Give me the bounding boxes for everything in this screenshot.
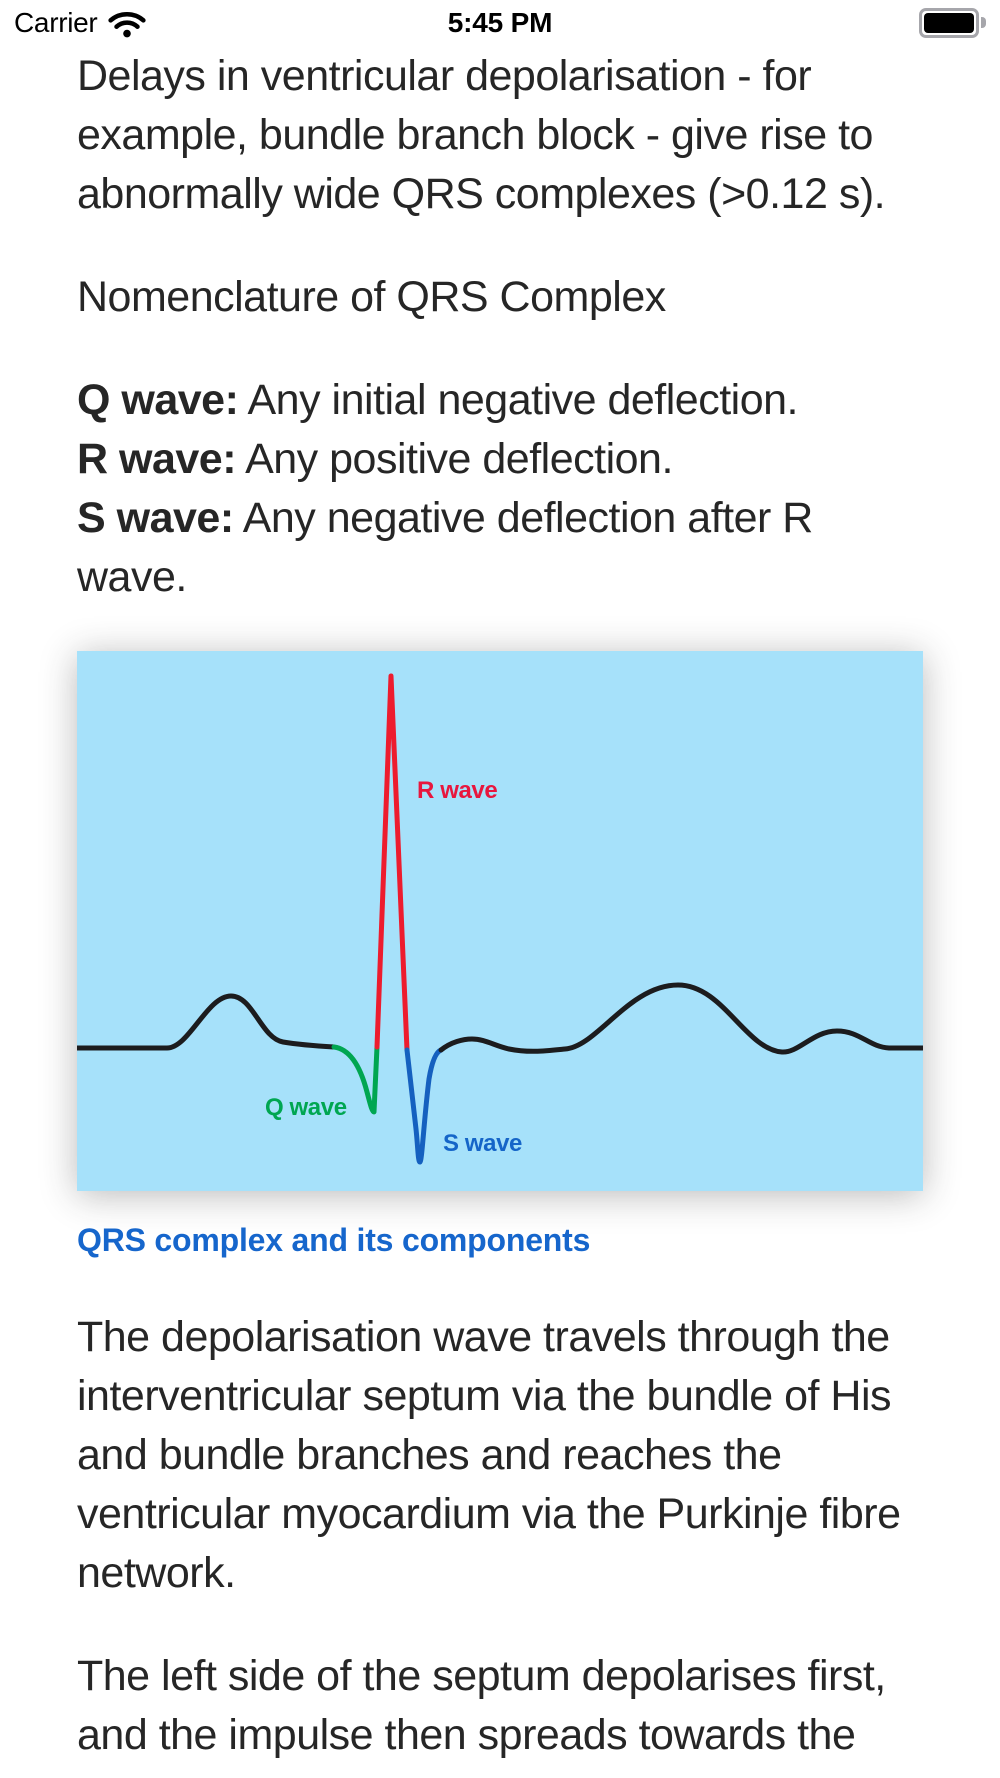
status-bar-left: Carrier: [14, 6, 147, 39]
ecg-trace-s-wave: [404, 1047, 444, 1165]
wifi-icon: [108, 11, 147, 38]
battery-fill: [924, 12, 974, 33]
definition-q-wave-text: Any initial negative deflection.: [238, 376, 798, 424]
definition-s-wave: S wave: Any negative deflection after R …: [77, 489, 915, 607]
status-bar: Carrier 5:45 PM: [0, 0, 1000, 45]
status-bar-right: [919, 7, 986, 38]
definition-r-wave: R wave: Any positive deflection.: [77, 430, 915, 489]
article-content: Delays in ventricular depolarisation - f…: [0, 47, 1000, 1765]
battery-body: [919, 7, 979, 38]
definition-s-wave-term: S wave:: [77, 494, 234, 542]
paragraph-qrs-delays: Delays in ventricular depolarisation - f…: [77, 52, 886, 218]
ecg-trace-t-wave: [438, 982, 923, 1055]
ecg-trace-q-wave: [331, 1044, 380, 1115]
q-wave-label: Q wave: [265, 1094, 347, 1121]
nomenclature-heading: Nomenclature of QRS Complex: [77, 273, 666, 321]
r-wave-label: R wave: [417, 777, 497, 804]
paragraph-septum: The left side of the septum depolarises …: [77, 1652, 886, 1759]
battery-icon: [919, 7, 986, 38]
paragraph-depolarisation-wave: The depolarisation wave travels through …: [77, 1313, 901, 1597]
definition-q-wave: Q wave: Any initial negative deflection.: [77, 371, 915, 430]
definition-r-wave-term: R wave:: [77, 435, 237, 483]
figure-caption-link[interactable]: QRS complex and its components: [77, 1222, 591, 1258]
definition-q-wave-term: Q wave:: [77, 376, 239, 424]
carrier-label: Carrier: [14, 6, 98, 38]
ecg-diagram-image[interactable]: R wave Q wave S wave: [77, 651, 923, 1191]
definition-s-wave-text: Any negative deflection after R wave.: [77, 494, 813, 601]
ecg-trace-p-wave: [77, 993, 337, 1051]
s-wave-label: S wave: [443, 1130, 522, 1157]
ecg-trace-r-wave: [374, 673, 410, 1053]
status-bar-time: 5:45 PM: [447, 6, 553, 38]
definition-r-wave-text: Any positive deflection.: [236, 435, 673, 483]
wave-definitions: Q wave: Any initial negative deflection.…: [77, 371, 923, 607]
battery-nub: [981, 17, 986, 28]
qrs-figure-block: R wave Q wave S wave QRS complex and its…: [77, 651, 923, 1262]
ecg-waveform: R wave Q wave S wave: [77, 673, 923, 1165]
